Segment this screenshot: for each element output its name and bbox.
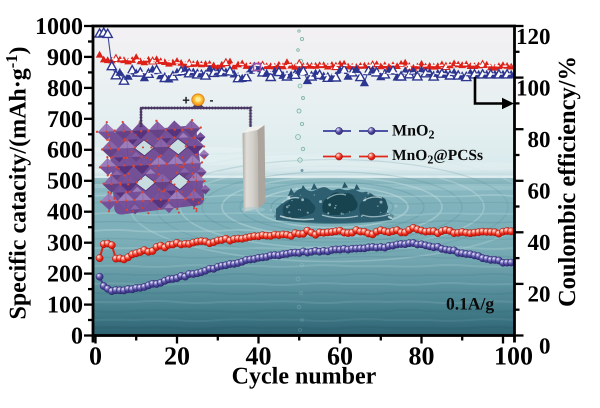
- svg-text:900: 900: [47, 45, 83, 71]
- svg-text:100: 100: [516, 75, 551, 100]
- svg-text:100: 100: [494, 342, 533, 371]
- svg-text:200: 200: [47, 262, 83, 288]
- svg-text:+: +: [182, 93, 190, 108]
- svg-text:0.1A/g: 0.1A/g: [446, 294, 494, 314]
- svg-text:1000: 1000: [35, 14, 83, 40]
- svg-text:40: 40: [528, 230, 551, 255]
- svg-text:MnO2@PCSs: MnO2@PCSs: [392, 147, 483, 166]
- svg-text:80: 80: [528, 127, 551, 152]
- svg-text:600: 600: [47, 138, 83, 164]
- svg-text:Coulombic efficiency/%: Coulombic efficiency/%: [554, 56, 581, 307]
- svg-text:0: 0: [71, 323, 83, 349]
- svg-text:700: 700: [47, 107, 83, 133]
- svg-text:500: 500: [47, 169, 83, 195]
- svg-text:MnO2: MnO2: [392, 122, 434, 141]
- svg-text:20: 20: [528, 282, 551, 307]
- svg-text:120: 120: [516, 24, 551, 49]
- svg-text:40: 40: [246, 342, 272, 371]
- svg-text:0: 0: [89, 342, 102, 371]
- svg-text:60: 60: [327, 342, 353, 371]
- svg-text:60: 60: [528, 179, 551, 204]
- svg-text:800: 800: [47, 76, 83, 102]
- svg-text:20: 20: [164, 342, 190, 371]
- svg-text:80: 80: [409, 342, 435, 371]
- svg-text:-: -: [210, 93, 214, 107]
- svg-text:300: 300: [47, 231, 83, 257]
- svg-text:100: 100: [47, 292, 83, 318]
- svg-text:Cycle number: Cycle number: [232, 364, 377, 390]
- svg-text:Specific catacity/(mAh·g-1): Specific catacity/(mAh·g-1): [2, 46, 31, 319]
- svg-text:400: 400: [47, 200, 83, 226]
- svg-text:0: 0: [539, 333, 551, 358]
